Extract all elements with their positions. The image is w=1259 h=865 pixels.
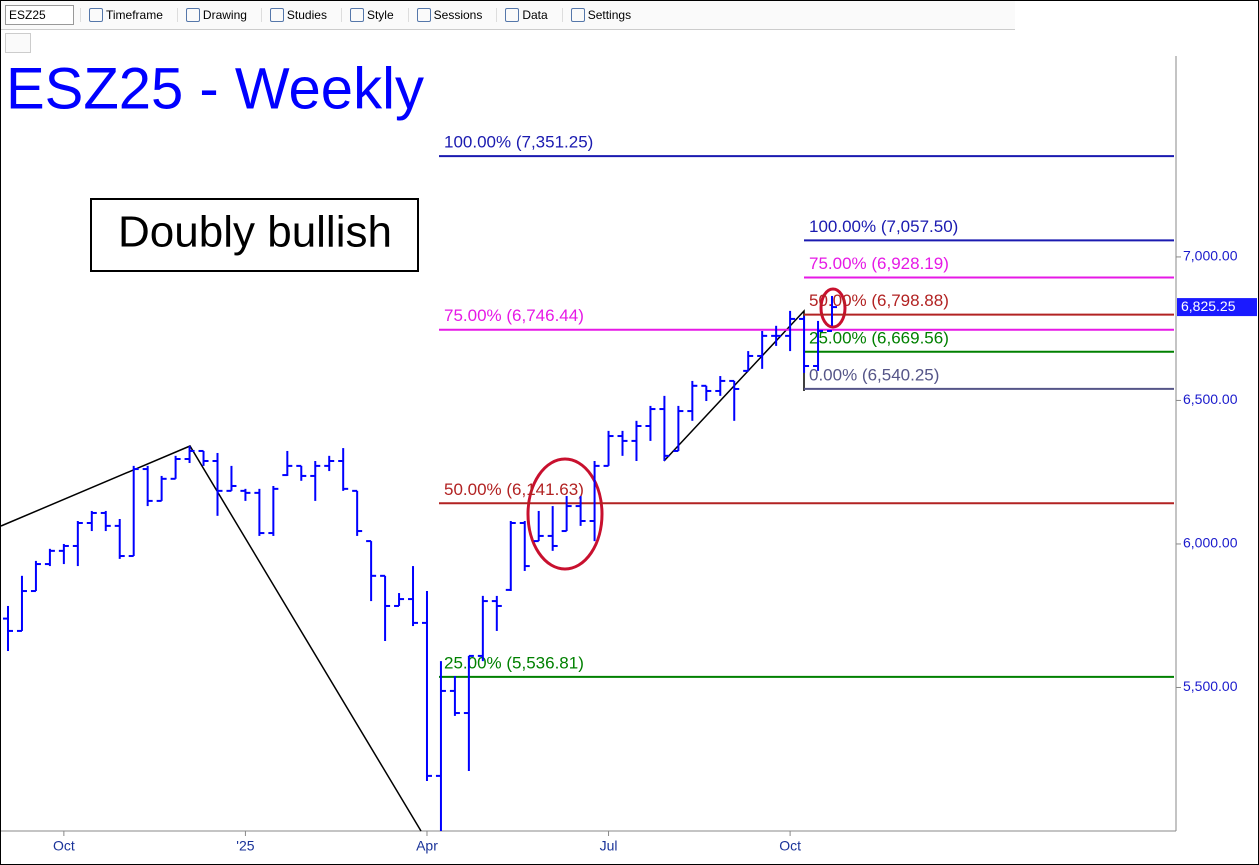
fib-label: 25.00% (5,536.81) bbox=[444, 653, 584, 672]
toolbar-label: Drawing bbox=[202, 8, 247, 22]
fib-label: 75.00% (6,746.44) bbox=[444, 306, 584, 325]
y-tick-label: 6,000.00 bbox=[1183, 535, 1238, 551]
fib-label: 100.00% (7,351.25) bbox=[444, 133, 593, 152]
chart-title: ESZ25 - Weekly bbox=[6, 56, 424, 121]
dropdown[interactable] bbox=[5, 33, 31, 53]
y-tick-label: 7,000.00 bbox=[1183, 248, 1238, 264]
x-tick-label: Oct bbox=[53, 838, 75, 854]
toolbar-item[interactable]: Drawing bbox=[176, 8, 255, 22]
icon bbox=[570, 8, 585, 22]
icon bbox=[416, 8, 431, 22]
toolbar-item[interactable]: Timeframe bbox=[80, 8, 171, 22]
toolbar-label: Timeframe bbox=[106, 8, 163, 22]
fib-label: 0.00% (6,540.25) bbox=[809, 365, 939, 384]
trend-line bbox=[1, 445, 422, 832]
fib-label: 50.00% (6,798.88) bbox=[809, 291, 949, 310]
fib-label: 25.00% (6,669.56) bbox=[809, 328, 949, 347]
fib-label: 75.00% (6,928.19) bbox=[809, 254, 949, 273]
highlight-ellipse bbox=[526, 457, 604, 571]
y-tick-label: 6,500.00 bbox=[1183, 391, 1238, 407]
x-tick-label: Apr bbox=[416, 838, 438, 854]
symbol-box[interactable]: ESZ25 bbox=[5, 5, 74, 25]
annotation: Doubly bullish bbox=[118, 208, 392, 257]
toolbar-item[interactable]: Data bbox=[496, 8, 555, 22]
toolbar-item[interactable]: Sessions bbox=[407, 8, 491, 22]
last-price-box bbox=[1177, 298, 1257, 317]
x-tick-label: Jul bbox=[600, 838, 618, 854]
toolbar-label: Sessions bbox=[433, 8, 483, 22]
x-tick-label: '25 bbox=[236, 838, 254, 854]
toolbar-label: Studies bbox=[286, 8, 327, 22]
fib-label: 100.00% (7,057.50) bbox=[809, 217, 958, 236]
highlight-ellipse bbox=[819, 287, 847, 329]
icon bbox=[89, 8, 103, 22]
toolbar-item[interactable]: Studies bbox=[260, 8, 335, 22]
toolbar-label: Settings bbox=[587, 8, 632, 22]
icon bbox=[349, 8, 364, 22]
x-tick-label: Oct bbox=[779, 838, 801, 854]
toolbar: ESZ25 Timeframe Drawing Studies Style Sessio… bbox=[1, 1, 1015, 30]
toolbar-item[interactable]: Style bbox=[340, 8, 402, 22]
toolbar-label: Style bbox=[366, 8, 394, 22]
icon bbox=[269, 8, 284, 22]
toolbar-label: Data bbox=[522, 8, 548, 22]
annotation-box bbox=[90, 198, 419, 272]
y-tick-label: 5,500.00 bbox=[1183, 678, 1238, 694]
fib-label: 50.00% (6,141.63) bbox=[444, 480, 584, 499]
icon bbox=[185, 8, 200, 22]
last-price-label: 6,825.25 bbox=[1181, 298, 1236, 314]
toolbar-item[interactable]: Settings bbox=[561, 8, 639, 22]
icon bbox=[505, 8, 520, 22]
